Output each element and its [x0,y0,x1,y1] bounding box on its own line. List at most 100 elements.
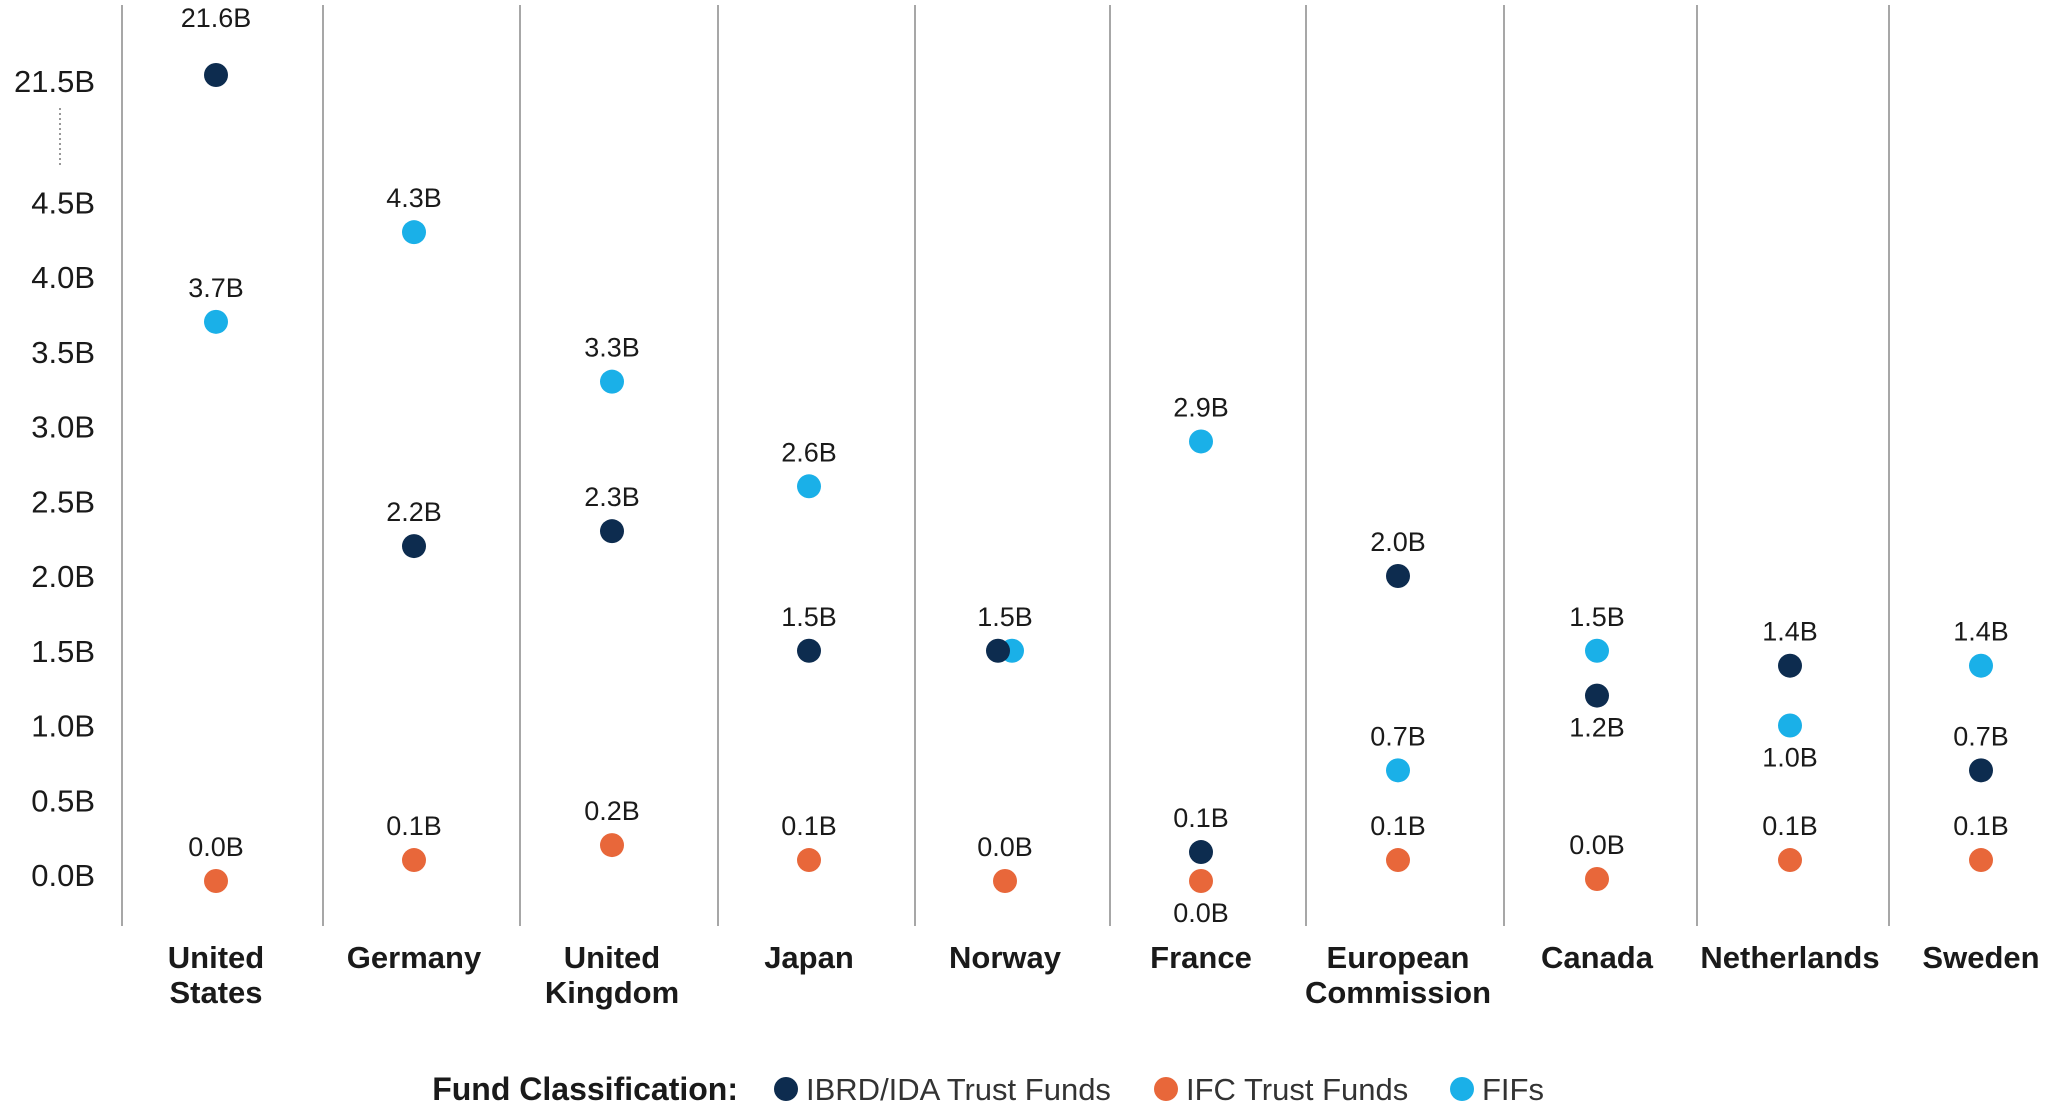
category-label: Canada [1541,940,1654,975]
category-label-line: Canada [1541,940,1654,975]
data-label: 2.2B [386,497,442,527]
data-point [1189,840,1213,865]
legend-title: Fund Classification: [432,1071,738,1107]
legend-marker [1154,1077,1178,1101]
category-label-line: Norway [949,940,1062,975]
data-point [1778,653,1802,678]
data-label: 2.0B [1370,527,1426,557]
category-label: Norway [949,940,1062,975]
data-point [1585,638,1609,663]
legend-label: IBRD/IDA Trust Funds [806,1072,1111,1107]
legend-label: FIFs [1482,1072,1544,1107]
category-label-line: Sweden [1922,940,2039,975]
data-label: 0.1B [1762,811,1818,841]
data-label: 4.3B [386,183,442,213]
data-point [1585,683,1609,708]
y-tick-label: 1.5B [31,634,95,669]
data-label: 0.0B [1569,830,1625,860]
category-separators [121,5,1890,926]
data-label: 0.7B [1953,721,2009,751]
data-label: 0.1B [1953,811,2009,841]
data-label: 2.3B [584,482,640,512]
legend: Fund Classification: IBRD/IDA Trust Fund… [432,1071,1544,1107]
y-tick-label: 0.5B [31,783,95,818]
category-label-line: France [1150,940,1252,975]
data-labels: 0.0B 0.1B 0.2B 0.1B 0.0B 0.0B 0.1B 0.0B 0.1B 0.1B… [181,3,2009,928]
category-label-line: United [564,940,660,975]
legend-marker [774,1077,798,1101]
data-label: 1.4B [1953,617,2009,647]
data-label: 1.5B [1569,602,1625,632]
category-label: United States [168,940,264,1010]
y-axis: 0.0B 0.5B 1.0B 1.5B 2.0B 2.5B 3.0B 3.5B 4.0B 4.5B… [14,64,95,893]
category-label: Netherlands [1700,940,1879,975]
category-label-line: Germany [347,940,482,975]
category-label-line: Netherlands [1700,940,1879,975]
data-point [1778,848,1802,873]
y-tick-label: 2.0B [31,559,95,594]
category-label: France [1150,940,1252,975]
data-label: 0.1B [386,811,442,841]
data-label: 2.6B [781,437,837,467]
data-point [1386,758,1410,783]
data-label: 1.0B [1762,743,1818,773]
y-tick-label: 1.0B [31,709,95,744]
data-points [204,63,1993,893]
category-label: Japan [764,940,854,975]
data-label: 0.1B [1173,803,1229,833]
data-label: 3.3B [584,333,640,363]
data-point [797,474,821,499]
data-point [797,848,821,873]
data-label: 0.2B [584,796,640,826]
data-point [402,848,426,873]
data-label: 0.7B [1370,721,1426,751]
data-point [986,638,1010,663]
category-label-line: Kingdom [545,975,679,1010]
data-point [1778,713,1802,738]
data-label: 0.1B [1370,811,1426,841]
y-tick-label: 3.5B [31,335,95,370]
category-label: United Kingdom [545,940,679,1010]
data-point [797,638,821,663]
category-label: European Commission [1305,940,1491,1010]
data-label: 1.4B [1762,617,1818,647]
data-point [1969,848,1993,873]
data-point [402,220,426,245]
data-label: 0.0B [188,832,244,862]
y-tick-label: 4.5B [31,185,95,220]
data-label: 1.5B [781,602,837,632]
y-tick-label: 4.0B [31,260,95,295]
y-tick-label: 0.0B [31,858,95,893]
data-point [204,309,228,334]
data-point [1386,848,1410,873]
category-label: Germany [347,940,482,975]
data-point [600,833,624,858]
data-label: 1.2B [1569,713,1625,743]
data-label: 1.5B [977,602,1033,632]
data-label: 0.0B [1173,898,1229,928]
category-label-line: European [1327,940,1470,975]
data-point [993,869,1017,893]
data-point [204,869,228,893]
y-tick-label: 21.5B [14,64,95,99]
data-label: 21.6B [181,3,252,33]
category-label: Sweden [1922,940,2039,975]
data-label: 0.1B [781,811,837,841]
category-label-line: States [169,975,262,1010]
data-point [1386,564,1410,588]
data-point [402,534,426,559]
y-tick-label: 3.0B [31,410,95,445]
data-point [1189,869,1213,893]
data-point [1969,758,1993,783]
data-point [1189,429,1213,454]
data-label: 2.9B [1173,392,1229,422]
legend-marker [1450,1077,1474,1101]
data-point [204,63,228,87]
data-point [600,519,624,544]
category-label-line: Japan [764,940,854,975]
y-tick-label: 2.5B [31,484,95,519]
data-label: 3.7B [188,273,244,303]
category-label-line: United [168,940,264,975]
